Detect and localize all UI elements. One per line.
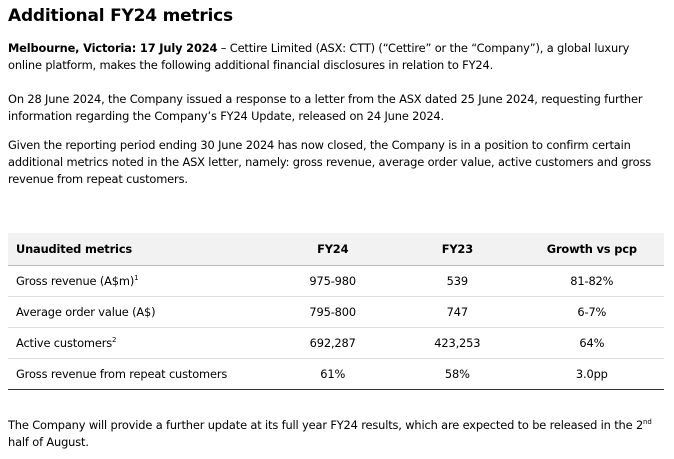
table-row: Average order value (A$) 795-800 747 6-7… [8,296,664,328]
fy23-cell: 747 [395,296,520,328]
dateline: Melbourne, Victoria: 17 July 2024 [8,41,218,55]
fy24-cell: 975-980 [270,265,396,297]
col-metric: Unaudited metrics [8,233,271,266]
metric-label: Gross revenue (A$m) [16,274,135,288]
growth-cell: 81-82% [519,265,664,297]
metric-label: Gross revenue from repeat customers [16,367,228,381]
paragraph-response: On 28 June 2024, the Company issued a re… [8,92,643,123]
growth-cell: 64% [519,327,664,359]
growth-cell: 6-7% [519,296,664,328]
metric-cell: Gross revenue (A$m)1 [8,265,271,297]
growth-cell: 3.0pp [519,358,664,390]
fy24-cell: 692,287 [270,327,396,359]
table-header: Unaudited metrics FY24 FY23 Growth vs pc… [8,233,664,266]
closing-text-end: half of August. [8,434,89,449]
metric-cell: Active customers2 [8,327,271,359]
metric-label: Average order value (A$) [16,305,156,319]
table-row: Active customers2 692,287 423,253 64% [8,327,664,359]
col-fy23: FY23 [395,233,520,266]
table-row: Gross revenue (A$m)1 975-980 539 81-82% [8,265,664,297]
col-growth: Growth vs pcp [519,233,664,266]
fy23-cell: 423,253 [395,327,520,359]
paragraph-intro: Melbourne, Victoria: 17 July 2024 – Cett… [8,40,664,74]
footnote-ref: 2 [112,336,117,345]
metric-cell: Gross revenue from repeat customers [8,358,271,390]
fy24-cell: 61% [270,358,396,390]
fy23-cell: 539 [395,265,520,297]
footnote-ref: 1 [134,274,139,283]
col-fy24: FY24 [270,233,396,266]
intro-text: – Cettire Limited (ASX: CTT) (“Cettire” … [8,41,630,72]
table-row: Gross revenue from repeat customers 61% … [8,358,664,390]
metric-label: Active customers [16,336,113,350]
metric-cell: Average order value (A$) [8,296,271,328]
paragraph-metrics: Given the reporting period ending 30 Jun… [8,138,652,186]
fy23-cell: 58% [395,358,520,390]
fy24-cell: 795-800 [270,296,396,328]
superscript: nd [643,418,652,426]
metrics-table: Unaudited metrics FY24 FY23 Growth vs pc… [8,233,664,390]
closing-text: The Company will provide a further updat… [8,417,644,432]
paragraph-closing: The Company will provide a further updat… [8,414,664,451]
page-title: Additional FY24 metrics [8,6,233,26]
